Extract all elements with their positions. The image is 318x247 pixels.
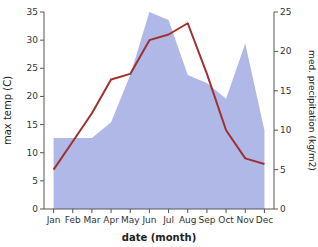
y2-tick-label: 20 <box>280 46 292 56</box>
x-tick-label: Nov <box>236 215 254 225</box>
x-tick <box>149 209 150 213</box>
y-tick <box>40 12 44 13</box>
x-tick-label: Jul <box>162 215 174 225</box>
temperature-line <box>54 23 265 169</box>
x-tick <box>130 209 131 213</box>
y-axis-line <box>44 12 45 209</box>
y-tick-label: 30 <box>27 35 39 45</box>
y-tick-label: 35 <box>27 7 38 17</box>
x-tick <box>245 209 246 213</box>
y-tick-label: 5 <box>32 176 38 186</box>
y-axis-label: max temp (C) <box>2 76 13 145</box>
y-tick-label: 25 <box>27 63 38 73</box>
y2-tick <box>274 90 278 91</box>
y-tick-label: 10 <box>27 148 39 158</box>
x-axis-label: date (month) <box>122 232 196 243</box>
x-tick <box>91 209 92 213</box>
x-tick <box>53 209 54 213</box>
x-axis-line <box>44 209 274 210</box>
x-tick-label: Apr <box>103 215 119 225</box>
y-tick-label: 0 <box>32 204 38 214</box>
y-tick <box>40 209 44 210</box>
x-tick <box>168 209 169 213</box>
x-tick-label: Mar <box>83 215 100 225</box>
y2-tick <box>274 12 278 13</box>
y2-tick-label: 25 <box>280 7 291 17</box>
y2-tick-label: 10 <box>280 125 292 135</box>
y2-tick <box>274 130 278 131</box>
x-tick <box>206 209 207 213</box>
precipitation-area <box>54 12 265 209</box>
y-tick <box>40 180 44 181</box>
x-tick-label: Feb <box>65 215 81 225</box>
x-tick <box>187 209 188 213</box>
y-tick <box>40 40 44 41</box>
y-tick <box>40 152 44 153</box>
y2-tick-label: 15 <box>280 86 291 96</box>
y2-tick-label: 0 <box>280 204 286 214</box>
plot-area <box>54 12 265 209</box>
chart-container: 051015202530350510152025JanFebMarAprMayJ… <box>0 0 318 247</box>
x-tick <box>226 209 227 213</box>
x-tick-label: May <box>121 215 140 225</box>
y-tick-label: 20 <box>27 91 39 101</box>
x-tick-label: Oct <box>218 215 234 225</box>
x-tick <box>72 209 73 213</box>
y2-tick <box>274 169 278 170</box>
y2-tick <box>274 51 278 52</box>
y-tick <box>40 96 44 97</box>
x-tick-label: Aug <box>179 215 197 225</box>
x-tick <box>264 209 265 213</box>
x-tick-label: Dec <box>256 215 273 225</box>
y2-axis-line <box>274 12 275 209</box>
y2-tick-label: 5 <box>280 165 286 175</box>
y-tick-label: 15 <box>27 120 38 130</box>
x-tick <box>111 209 112 213</box>
x-tick-label: Jan <box>46 215 61 225</box>
chart: 051015202530350510152025JanFebMarAprMayJ… <box>0 0 318 247</box>
x-tick-label: Jun <box>141 215 156 225</box>
y2-tick <box>274 209 278 210</box>
y2-axis-label: med. precipitation (kg/m2) <box>307 50 317 171</box>
y-tick <box>40 124 44 125</box>
x-tick-label: Sep <box>198 215 215 225</box>
y-tick <box>40 68 44 69</box>
